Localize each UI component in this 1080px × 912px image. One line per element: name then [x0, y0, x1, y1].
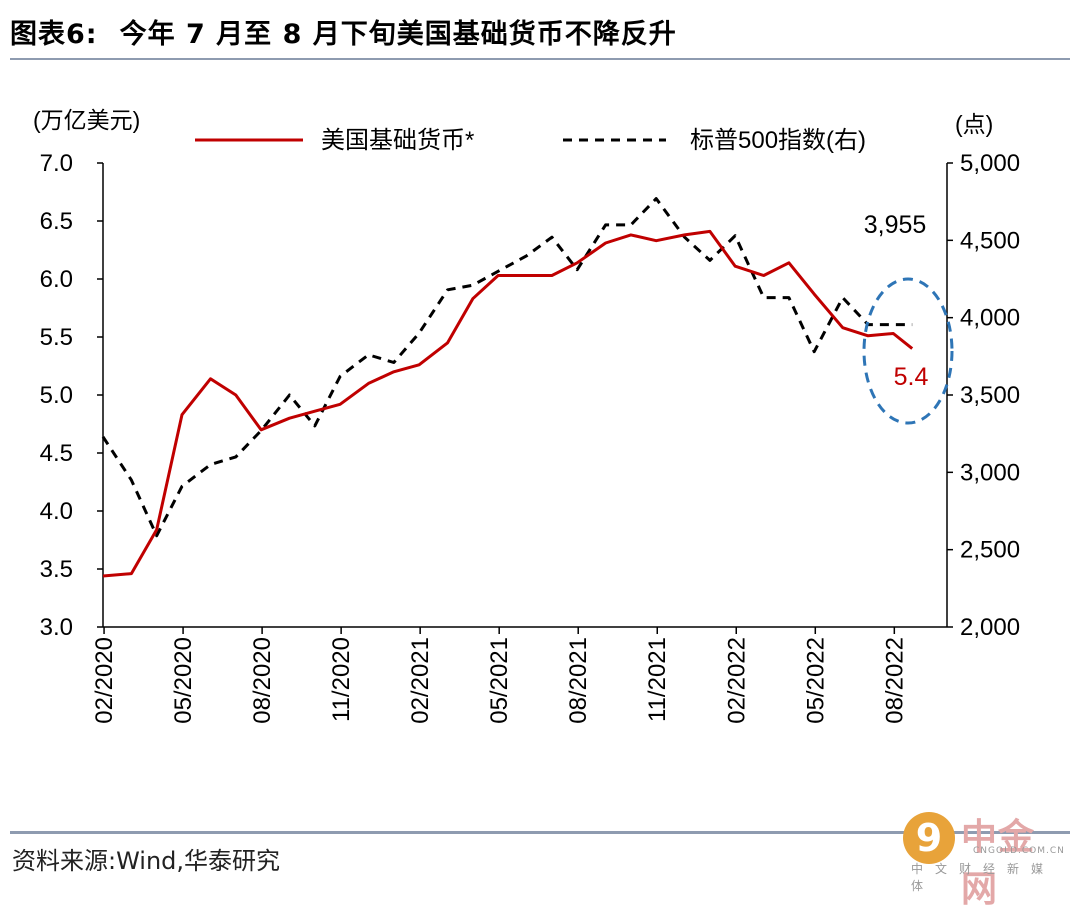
y-right-tick-label: 4,500	[960, 227, 1020, 254]
y-left-tick-label: 3.0	[40, 614, 73, 641]
chart-annotations: 3,955 5.4	[862, 211, 954, 425]
x-tick-label: 11/2021	[644, 637, 671, 722]
watermark-subtitle: 中文财经新媒体	[911, 862, 1056, 893]
y-left-tick-label: 5.0	[40, 382, 73, 409]
sp500-series-line	[101, 197, 913, 538]
annotation-base-money-value: 5.4	[894, 363, 929, 391]
y-right-tick-label: 3,000	[960, 459, 1020, 486]
chart-legend: 美国基础货币* 标普500指数(右)	[195, 127, 866, 154]
y-right-tick-label: 2,500	[960, 537, 1020, 564]
legend-label: 美国基础货币*	[321, 127, 474, 154]
watermark-icon: 9	[903, 812, 955, 864]
chart-lines	[101, 197, 914, 578]
x-tick-label: 05/2022	[802, 637, 829, 724]
figure-header: 图表6: 今年 7 月至 8 月下旬美国基础货币不降反升	[10, 12, 677, 51]
y-right-tick-label: 2,000	[960, 614, 1020, 641]
x-tick-label: 05/2020	[170, 637, 197, 724]
x-tick-label: 11/2020	[328, 637, 355, 722]
base-money-series-line	[102, 229, 914, 578]
y-right-tick-label: 4,000	[960, 305, 1020, 332]
source-note: 资料来源:Wind,华泰研究	[12, 847, 281, 875]
y-left-tick-label: 4.5	[40, 440, 73, 467]
x-tick-label: 02/2021	[407, 637, 434, 724]
watermark-logo: 9 中金网 CNGOLD.COM.CN 中文财经新媒体	[903, 806, 1068, 910]
figure-label: 图表6:	[10, 19, 98, 50]
figure-title: 今年 7 月至 8 月下旬美国基础货币不降反升	[119, 19, 677, 50]
y-left-tick-label: 5.5	[40, 324, 73, 351]
y-right-tick-label: 5,000	[960, 150, 1020, 177]
legend-label: 标普500指数(右)	[690, 127, 866, 154]
y-left-tick-label: 6.5	[40, 208, 73, 235]
x-tick-label: 08/2022	[881, 637, 908, 724]
x-tick-label: 02/2020	[91, 637, 118, 724]
watermark-url: CNGOLD.COM.CN	[973, 846, 1065, 856]
y-left-tick-label: 3.5	[40, 556, 73, 583]
bottom-rule	[10, 831, 1070, 834]
y-left-tick-label: 7.0	[40, 150, 73, 177]
y-left-unit: (万亿美元)	[33, 107, 140, 133]
x-tick-label: 02/2022	[723, 637, 750, 724]
chart-axes: 3.0 3.5 4.0 4.5 5.0 5.5 6.0 6.5 7.0 2,000 2,500 3,0…	[33, 107, 1020, 724]
x-tick-label: 08/2021	[565, 637, 592, 724]
y-left-tick-label: 4.0	[40, 498, 73, 525]
x-tick-label: 08/2020	[249, 637, 276, 724]
y-left-tick-label: 6.0	[40, 266, 73, 293]
x-tick-label: 05/2021	[486, 637, 513, 724]
top-rule	[10, 58, 1070, 60]
annotation-sp500-value: 3,955	[864, 211, 927, 239]
y-right-unit: (点)	[955, 111, 993, 137]
y-right-tick-label: 3,500	[960, 382, 1020, 409]
highlight-ellipse	[862, 277, 954, 425]
chart: 3.0 3.5 4.0 4.5 5.0 5.5 6.0 6.5 7.0 2,000 2,500 3,0…	[33, 107, 1020, 724]
